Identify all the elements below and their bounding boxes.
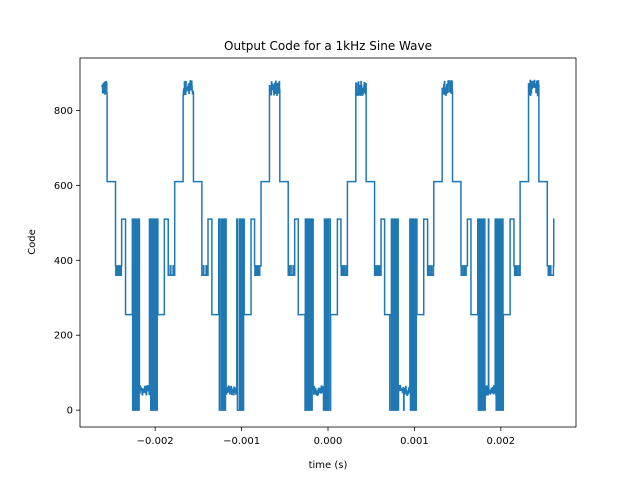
x-tick-label: −0.001 [223, 436, 260, 447]
y-axis-label: Code [27, 229, 38, 255]
x-axis-label: time (s) [309, 460, 348, 471]
y-axis: 0 200 400 600 800 [54, 106, 80, 417]
chart-title: Output Code for a 1kHz Sine Wave [224, 39, 432, 53]
y-tick-label: 800 [54, 106, 73, 117]
x-tick-label: 0.001 [400, 436, 429, 447]
plot-area [101, 79, 555, 411]
x-axis: −0.002 −0.001 0.000 0.001 0.002 [137, 427, 515, 447]
series-line [101, 79, 555, 411]
x-tick-label: −0.002 [137, 436, 174, 447]
x-tick-label: 0.000 [314, 436, 343, 447]
y-tick-label: 200 [54, 331, 73, 342]
x-tick-label: 0.002 [487, 436, 516, 447]
y-tick-label: 400 [54, 256, 73, 267]
y-tick-label: 600 [54, 181, 73, 192]
y-tick-label: 0 [67, 406, 73, 417]
